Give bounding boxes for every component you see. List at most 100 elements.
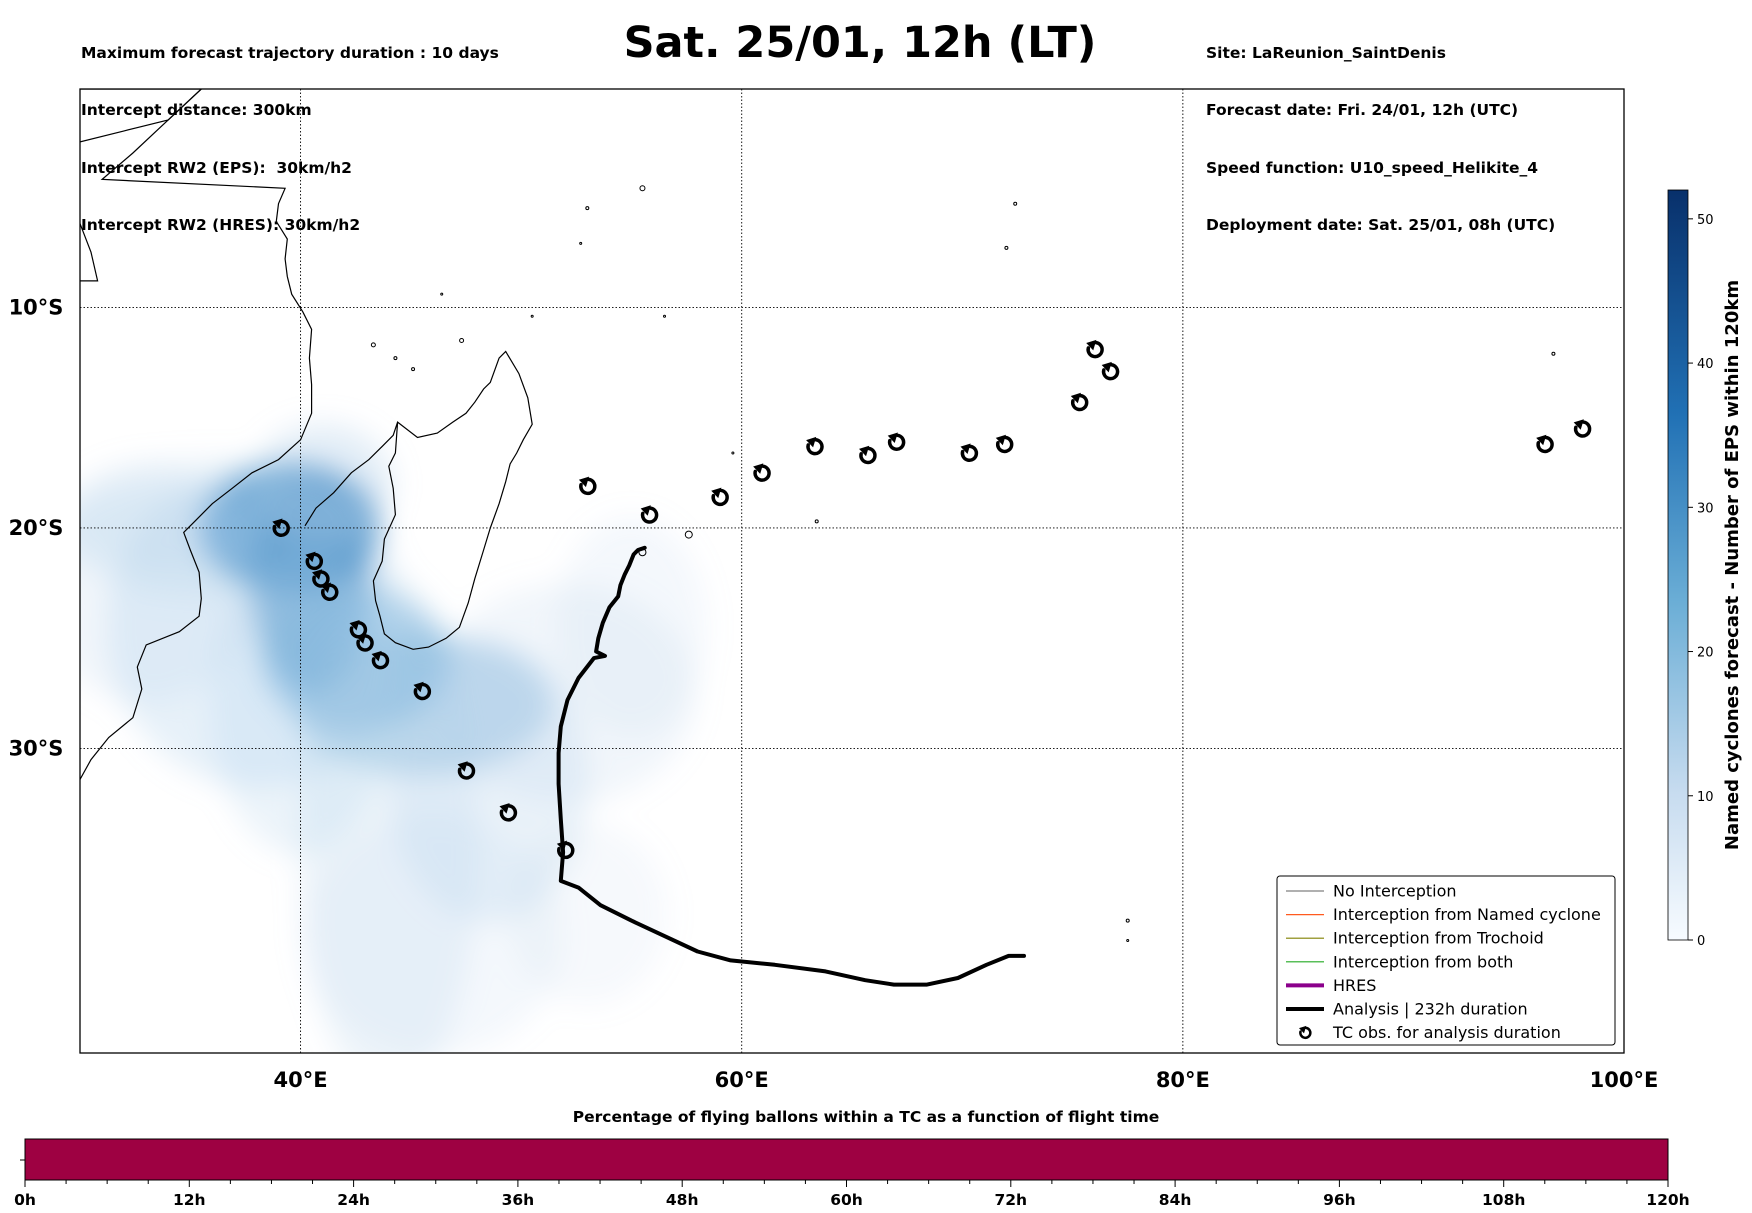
coastline-layer <box>80 89 1749 942</box>
flight-time-bar: Percentage of flying ballons within a TC… <box>14 1108 1690 1209</box>
tc-obs-arrow <box>887 432 898 444</box>
timebar-tick-label: 0h <box>14 1191 36 1209</box>
island <box>370 342 376 348</box>
tc-obs-arc <box>995 435 1014 454</box>
colorbar-tick-label: 20 <box>1697 646 1714 661</box>
eps-density-field <box>80 423 707 1053</box>
tc-obs-arrow <box>806 436 817 448</box>
legend-box <box>1276 875 1616 1046</box>
tc-obs-arrow <box>320 582 331 594</box>
colorbar-tick-label: 10 <box>1697 790 1714 805</box>
tc-obs-arc <box>579 477 597 496</box>
header-right-line: Deployment date: Sat. 25/01, 08h (UTC) <box>1206 215 1556 234</box>
density-blob <box>80 487 269 568</box>
analysis-track-line <box>556 545 1026 987</box>
header-left-line: Intercept RW2 (EPS): 30km/h2 <box>81 158 352 177</box>
tc-obs-marker <box>1086 339 1104 359</box>
colorbar: Named cyclones forecast - Number of EPS … <box>1667 189 1743 949</box>
density-blob <box>252 423 393 544</box>
header-left-line: Intercept RW2 (HRES): 30km/h2 <box>81 215 361 234</box>
latitude-labels: 10°S 20°S 30°S <box>9 295 64 760</box>
tc-obs-arc <box>960 444 979 463</box>
tc-obs-arc <box>457 762 476 780</box>
tc-obs-arc <box>1070 393 1089 412</box>
tc-obs-arc <box>321 583 339 601</box>
tc-obs-arc <box>806 437 824 456</box>
legend-label: Interception from Named cyclone <box>1333 905 1601 924</box>
tc-obs-arc <box>1299 1026 1312 1040</box>
tc-observations <box>272 339 1592 860</box>
island <box>1013 201 1018 206</box>
legend-label: Interception from Trochoid <box>1333 929 1544 948</box>
tc-obs-marker <box>272 518 290 538</box>
island <box>440 292 444 296</box>
timebar-tick-label: 72h <box>994 1191 1027 1209</box>
header-right-line: Forecast date: Fri. 24/01, 12h (UTC) <box>1206 101 1519 120</box>
island <box>459 337 465 343</box>
map-title: Sat. 25/01, 12h (LT) <box>623 18 1097 68</box>
tc-obs-arc <box>640 506 659 524</box>
tc-obs-marker <box>711 487 729 507</box>
tc-obs-marker <box>859 445 877 465</box>
latitude-label: 10°S <box>9 295 64 319</box>
timebar-tick-label: 120h <box>1646 1191 1689 1209</box>
timebar-tick-label: 84h <box>1159 1191 1192 1209</box>
colorbar-tick-label: 0 <box>1697 934 1705 949</box>
island <box>731 451 735 455</box>
tc-obs-marker <box>806 436 824 456</box>
tc-obs-arrow <box>356 633 367 644</box>
tc-obs-marker <box>960 443 979 463</box>
tc-obs-arc <box>1086 340 1104 359</box>
tc-obs-arrow <box>413 681 424 693</box>
tc-obs-arrow <box>1536 434 1547 446</box>
legend-label: Interception from both <box>1333 952 1513 971</box>
header-left-line: Intercept distance: 300km <box>81 101 312 120</box>
tc-obs-arrow <box>499 803 510 814</box>
tc-obs-arrow <box>371 650 382 662</box>
tc-obs-marker <box>1299 1025 1312 1040</box>
tc-obs-arrow <box>1299 1025 1307 1034</box>
tc-obs-marker <box>887 432 906 451</box>
tc-obs-arc <box>413 682 432 701</box>
tc-obs-marker <box>457 761 476 780</box>
island <box>814 519 819 524</box>
island <box>585 206 590 211</box>
tc-obs-arc <box>1573 420 1592 438</box>
density-blob <box>210 554 391 855</box>
tc-obs-arrow <box>578 476 590 488</box>
tc-obs-arrow <box>272 518 283 530</box>
legend-label: TC obs. for analysis duration <box>1332 1023 1561 1042</box>
colorbar-gradient <box>1667 189 1689 941</box>
island <box>411 367 416 372</box>
tc-obs-arrow <box>349 620 360 631</box>
tc-obs-arrow <box>305 551 316 563</box>
legend-label: No Interception <box>1333 882 1457 901</box>
density-blobs <box>80 423 707 1053</box>
tc-obs-marker <box>320 582 339 601</box>
island <box>1746 315 1749 318</box>
tc-obs-arrow <box>995 434 1006 446</box>
tc-obs-arrow <box>1086 339 1097 351</box>
tc-obs-marker <box>556 840 575 860</box>
longitude-label: 100°E <box>1590 1068 1659 1092</box>
tc-obs-marker <box>1536 434 1554 454</box>
colorbar-label: Named cyclones forecast - Number of EPS … <box>1722 280 1743 850</box>
land-outline <box>80 89 203 143</box>
tc-obs-arrow <box>1070 392 1081 404</box>
tc-obs-marker <box>305 551 324 571</box>
island <box>530 314 534 318</box>
tc-obs-arc <box>1536 435 1554 454</box>
colorbar-tick-label: 50 <box>1697 213 1714 228</box>
tc-obs-arc <box>557 841 575 860</box>
density-blob <box>302 816 563 1053</box>
tc-obs-arrow <box>312 569 323 580</box>
analysis-track <box>556 545 1026 987</box>
island <box>393 356 398 361</box>
island <box>663 314 667 318</box>
island <box>579 241 583 245</box>
longitude-label: 60°E <box>715 1068 769 1092</box>
colorbar-tick-label: 40 <box>1697 357 1714 372</box>
longitude-label: 40°E <box>274 1068 328 1092</box>
tc-obs-marker <box>578 476 597 496</box>
